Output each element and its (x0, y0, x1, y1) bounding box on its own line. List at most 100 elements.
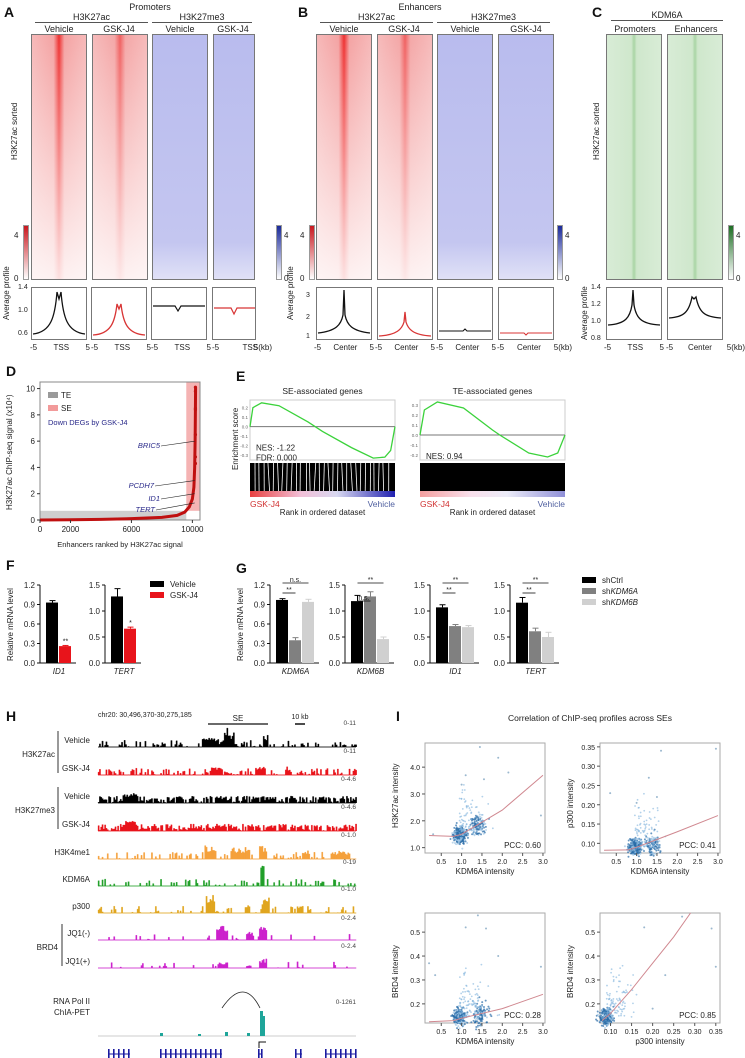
xtick-label: 0.35 (709, 1029, 723, 1036)
scatter-point (643, 809, 646, 812)
exon (340, 1049, 342, 1058)
ytick-label: 1.5 (494, 581, 506, 590)
scatter-point (482, 823, 485, 826)
scatter-point (633, 837, 636, 840)
se-point (193, 461, 198, 466)
scatter-point (487, 1005, 490, 1008)
scatter-point (610, 999, 613, 1001)
scatter-point (633, 814, 636, 817)
ytick-label: 0.30 (581, 764, 595, 771)
scatter-point (457, 842, 460, 845)
scatter-point (460, 818, 463, 821)
category-label: TERT (114, 667, 136, 676)
chia-pet-loop (221, 991, 261, 1009)
scatter-point (474, 1005, 477, 1008)
scatter-point (629, 837, 632, 840)
ytick-label: 0.25 (581, 783, 595, 790)
scatter-point (620, 1014, 622, 1017)
scatter-point (629, 984, 632, 987)
scatter-point (659, 851, 662, 854)
hit-gap (267, 462, 270, 492)
profile-b-gskj4 (378, 311, 432, 337)
scatter-point (636, 798, 639, 801)
scatter-point (646, 836, 649, 839)
gsea-ytick: 0.1 (242, 415, 249, 420)
scatter-point (462, 991, 464, 993)
scatter-point (644, 845, 646, 848)
pol2-peak (160, 1033, 163, 1036)
scatter-point (475, 1015, 478, 1018)
bar (276, 599, 288, 663)
xtick-label: 3.0 (538, 859, 548, 866)
scatter-point (644, 826, 647, 828)
scatter-point (469, 818, 472, 821)
scatter-point (461, 808, 464, 810)
scatter-point (638, 848, 641, 851)
scatter-point (474, 988, 477, 991)
gsea-ytick: 0.3 (412, 403, 419, 408)
se-label: SE (233, 714, 244, 723)
scatter-point (656, 836, 659, 839)
scatter-point (651, 835, 654, 838)
scatter-point (631, 840, 634, 843)
scatter-point (481, 1010, 484, 1013)
scatter-point (463, 789, 466, 791)
ytick-label: 0.15 (581, 822, 595, 829)
scatter-point (657, 843, 660, 846)
scatter-point (639, 823, 641, 826)
b-ytick-3: 1 (306, 333, 310, 340)
scatter-point (456, 831, 459, 834)
ytick-label: 6 (31, 437, 36, 446)
xtick-label: 1.0 (457, 859, 467, 866)
panel-a-profiles (31, 287, 256, 340)
b-ytick-1: 3 (306, 292, 310, 299)
gsea-title: SE-associated genes (282, 386, 362, 396)
xtick: 5 (85, 343, 90, 352)
track-KDM6A (97, 865, 357, 887)
scatter-point (607, 1018, 610, 1021)
scatter-point (623, 1007, 626, 1010)
scatter-point (636, 832, 638, 835)
ytick-label: 1.0 (414, 607, 426, 616)
scatter-point (475, 1026, 478, 1029)
bar (436, 607, 448, 663)
scatter-point (452, 1018, 455, 1021)
colorbar-green-c (728, 225, 734, 280)
scatter-point (605, 997, 608, 1000)
scatter-point (479, 817, 482, 820)
chart-d-hockey-stick: 0 2 4 6 8 10 0 2000 6000 10000 H3K27ac ChIP-seq si… (5, 381, 204, 549)
scatter-point (602, 1009, 605, 1012)
scatter-point (617, 1014, 620, 1017)
panel-b-profiles (316, 287, 554, 340)
scatter-outlier (714, 747, 717, 750)
scatter-point (460, 1006, 463, 1009)
scatter-point (470, 1003, 473, 1005)
panel-g-label: G (236, 560, 247, 576)
scatter-point (618, 974, 620, 977)
bar (351, 601, 363, 663)
scatter-point (463, 830, 466, 833)
scatter-point (626, 991, 628, 993)
scatter-point (656, 841, 659, 844)
scatter-point (643, 823, 646, 826)
hit-gap (313, 462, 317, 492)
bar (377, 639, 389, 663)
heatmap-b-h3k27ac-gskj4 (377, 34, 433, 280)
ytick-label: 0.0 (329, 659, 341, 668)
xtick-label: 1.5 (652, 859, 662, 866)
scatter-point (610, 968, 613, 971)
scatter-point (463, 1012, 466, 1015)
scatter-point (466, 836, 469, 839)
ytick-label: 0.2 (410, 1002, 420, 1009)
scatter-point (467, 827, 470, 830)
scatter-point (639, 838, 642, 841)
scatter-point (462, 1007, 465, 1009)
exon (108, 1049, 110, 1058)
scatter-point (629, 849, 632, 852)
heatmap-b-h3k27me3-gskj4 (498, 34, 554, 280)
scatter-point (635, 849, 638, 852)
scatter-point (606, 984, 608, 987)
scatter-point (476, 999, 479, 1002)
scatter-outlier (609, 792, 612, 795)
ytick-label: 0.2 (585, 1002, 595, 1009)
